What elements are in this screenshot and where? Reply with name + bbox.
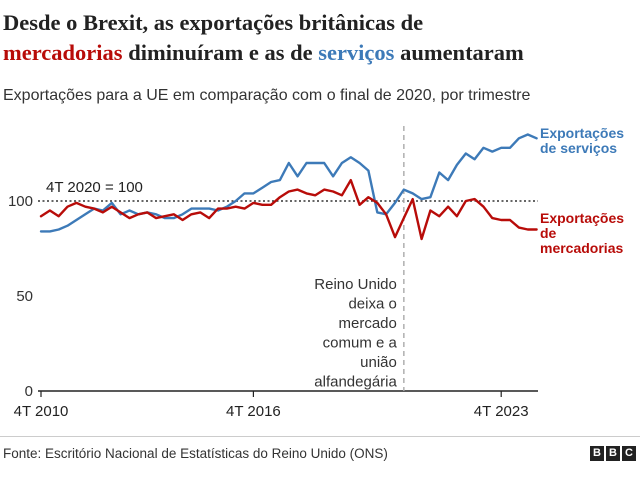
event-marker-label-line: Reino Unido [314,276,397,293]
y-tick-label: 100 [8,193,33,210]
chart-title: Desde o Brexit, as exportações britânica… [3,8,637,68]
series-label-services: Exportações [540,125,624,141]
title-highlight-services: serviços [318,40,395,65]
series-label-services: de serviços [540,140,617,156]
title-part-1: Desde o Brexit, as exportações britânica… [3,10,424,35]
x-tick-label: 4T 2010 [14,403,69,420]
source-note: Fonte: Escritório Nacional de Estatístic… [3,446,388,461]
bbc-logo: B B C [590,446,636,461]
event-marker-label-line: deixa o [348,296,396,313]
title-highlight-goods: mercadorias [3,40,123,65]
line-chart: 0 50 100 4T 2010 4T 2016 4T 2023 4T 2020 = 100… [8,125,624,420]
y-tick-label: 0 [25,383,33,400]
title-part-3: aumentaram [400,40,524,65]
x-tick-label: 4T 2023 [474,403,529,420]
y-tick-label: 50 [16,288,33,305]
bbc-logo-letter-2: B [606,446,620,461]
event-marker-label-line: união [360,354,397,371]
event-marker-label-line: alfandegária [314,374,397,391]
series-label-goods: mercadorias [540,240,623,256]
series-line-goods [39,178,538,241]
footer-divider [0,436,640,437]
bbc-logo-letter-1: B [590,446,604,461]
series-label-goods: de [540,225,557,241]
event-marker-label-line: mercado [338,315,396,332]
event-marker-label-line: comum e a [323,335,398,352]
chart-subtitle: Exportações para a UE em comparação com … [3,87,531,104]
reference-line-label: 4T 2020 = 100 [46,179,143,196]
x-tick-label: 4T 2016 [226,403,281,420]
title-part-2: diminuíram e as de [128,40,313,65]
bbc-logo-letter-3: C [622,446,636,461]
series-label-goods: Exportações [540,210,624,226]
